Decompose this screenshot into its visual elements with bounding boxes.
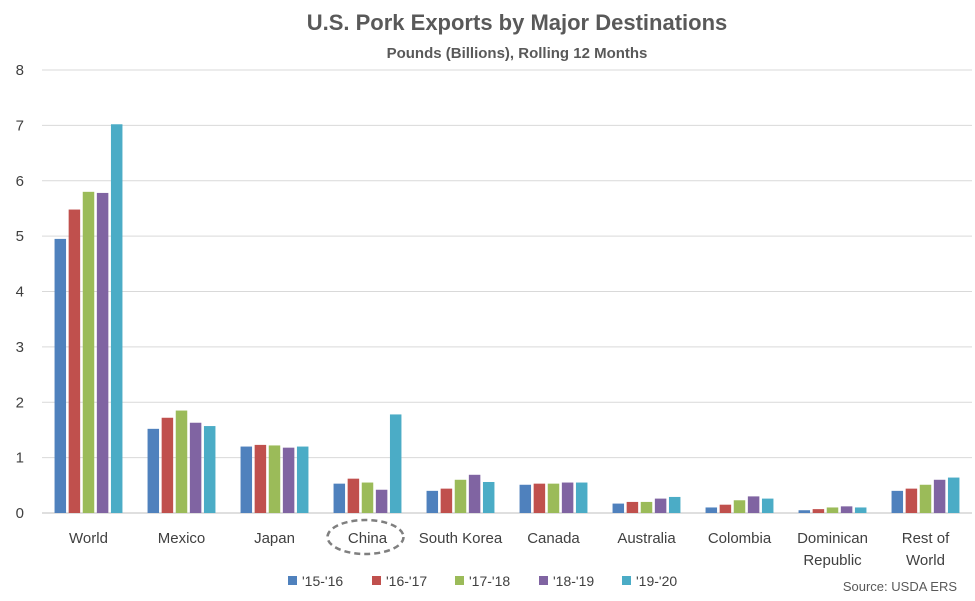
y-tick-label: 2	[16, 394, 24, 411]
legend-swatch	[372, 576, 381, 585]
bar	[947, 477, 960, 513]
bar	[919, 484, 932, 513]
y-tick-label: 3	[16, 339, 24, 356]
legend-swatch	[622, 576, 631, 585]
legend-swatch	[288, 576, 297, 585]
bar	[812, 509, 825, 513]
bar	[282, 447, 295, 513]
x-category-label: Canada	[527, 530, 580, 547]
y-tick-label: 0	[16, 505, 24, 522]
bar	[547, 483, 560, 513]
x-category-label: Dominican	[797, 530, 868, 547]
bar	[361, 482, 374, 513]
bar	[719, 504, 732, 513]
bar	[933, 479, 946, 513]
y-axis-ticks: 0 1 2 3 4 5 6 7 8	[16, 62, 24, 522]
bar	[333, 483, 346, 513]
x-category-label: China	[348, 530, 388, 547]
bars	[54, 124, 960, 514]
bar	[891, 490, 904, 513]
y-tick-label: 4	[16, 284, 24, 301]
bar	[826, 507, 839, 513]
bar	[747, 496, 760, 513]
bar	[840, 506, 853, 513]
bar	[561, 482, 574, 513]
bar	[426, 490, 439, 513]
bar	[440, 488, 453, 513]
legend-label: '18-'19	[553, 573, 594, 589]
bar	[468, 474, 481, 513]
bar	[96, 192, 109, 513]
bar	[175, 410, 188, 513]
bar	[268, 445, 281, 513]
x-category-label: South Korea	[419, 530, 503, 547]
bar	[375, 489, 388, 513]
x-category-label: World	[906, 552, 945, 569]
x-category-label: Colombia	[708, 530, 772, 547]
bar	[347, 478, 360, 513]
bar	[519, 484, 532, 513]
bar	[612, 503, 625, 513]
legend-label: '16-'17	[386, 573, 427, 589]
bar	[733, 500, 746, 513]
bar	[203, 426, 216, 513]
bar	[161, 417, 174, 513]
bar	[761, 498, 774, 513]
bar	[82, 191, 95, 513]
bar	[854, 507, 867, 513]
y-tick-label: 8	[16, 62, 24, 79]
bar	[533, 483, 546, 513]
bar	[705, 507, 718, 513]
bar	[147, 428, 160, 513]
x-category-label: Republic	[803, 552, 862, 569]
bar	[654, 498, 667, 513]
source-note: Source: USDA ERS	[843, 579, 957, 594]
x-category-label: World	[69, 530, 108, 547]
legend-label: '19-'20	[636, 573, 677, 589]
bar	[389, 414, 402, 513]
legend-label: '17-'18	[469, 573, 510, 589]
x-category-label: Rest of	[902, 530, 950, 547]
bar	[54, 238, 67, 514]
bar	[110, 124, 123, 513]
bar	[296, 446, 309, 513]
y-tick-label: 7	[16, 117, 24, 134]
x-category-label: Australia	[617, 530, 676, 547]
legend-swatch	[455, 576, 464, 585]
bar	[240, 446, 253, 513]
bar	[626, 501, 639, 513]
legend: '15-'16 '16-'17 '17-'18 '18-'19 '19-'20	[288, 573, 677, 589]
x-category-label: Mexico	[158, 530, 206, 547]
bar	[905, 488, 918, 513]
highlight-layer	[326, 518, 405, 556]
bar	[575, 482, 588, 513]
bar	[668, 496, 681, 513]
x-category-label: Japan	[254, 530, 295, 547]
bar	[189, 422, 202, 513]
legend-label: '15-'16	[302, 573, 343, 589]
chart-title: U.S. Pork Exports by Major Destinations	[307, 10, 728, 35]
legend-swatch	[539, 576, 548, 585]
y-tick-label: 6	[16, 173, 24, 190]
highlight-ellipse	[326, 518, 405, 556]
bar	[254, 444, 267, 513]
y-tick-label: 1	[16, 450, 24, 467]
bar	[640, 501, 653, 513]
bar	[798, 510, 811, 513]
bar	[454, 479, 467, 513]
bar	[482, 481, 495, 513]
y-tick-label: 5	[16, 228, 24, 245]
bar	[68, 209, 81, 514]
chart-subtitle: Pounds (Billions), Rolling 12 Months	[387, 45, 648, 62]
x-axis-categories: World Mexico Japan China South Korea Canada Au…	[69, 530, 950, 569]
